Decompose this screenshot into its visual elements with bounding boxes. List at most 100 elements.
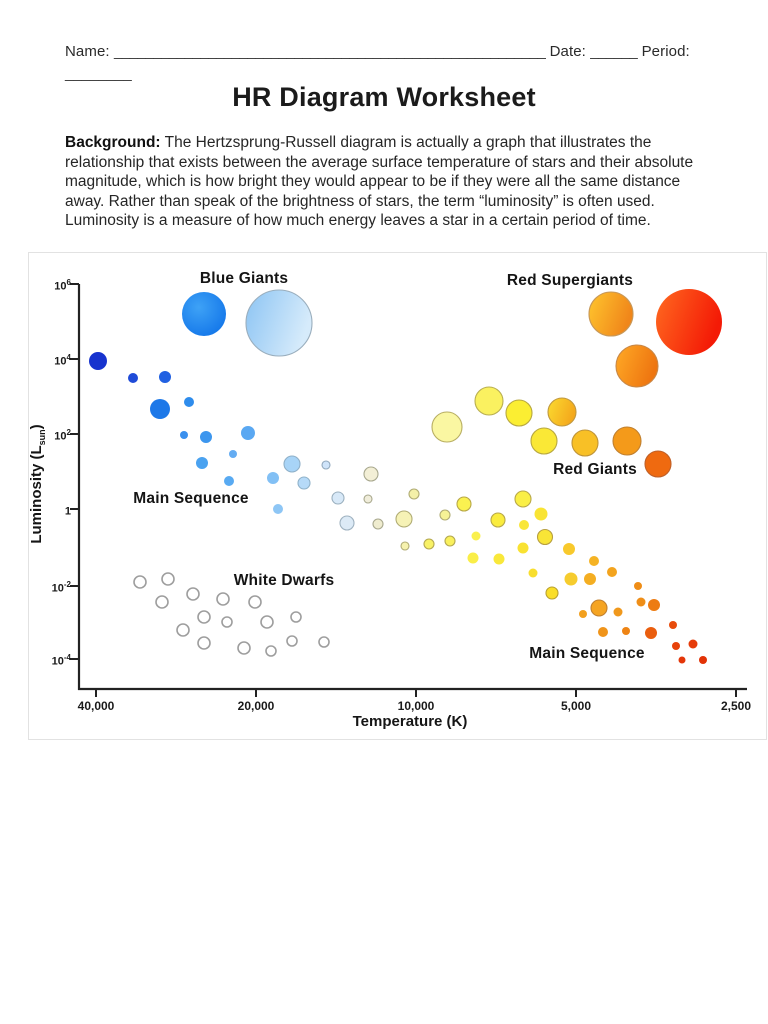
x-tick-40000: 40,000 — [77, 699, 115, 713]
star-main-sequence — [534, 507, 548, 521]
region-label-white-dwarfs: White Dwarfs — [233, 572, 335, 589]
date-label: Date: — [549, 43, 586, 60]
background-label: Background: — [65, 134, 161, 151]
page-title: HR Diagram Worksheet — [232, 82, 536, 112]
stars-layer — [89, 289, 722, 664]
star-main-sequence — [331, 491, 345, 505]
star-main-sequence — [467, 552, 479, 564]
name-blank: ________________________________________… — [113, 43, 546, 60]
star-blue-giant — [245, 289, 313, 357]
star-main-sequence — [564, 572, 578, 586]
star-white-dwarf — [286, 635, 298, 647]
star-white-dwarf — [265, 645, 277, 657]
star-main-sequence — [672, 642, 680, 650]
star-white-dwarf — [133, 575, 147, 589]
star-red-giant — [547, 397, 577, 427]
star-main-sequence — [589, 556, 599, 566]
star-main-sequence — [622, 627, 630, 635]
star-main-sequence — [669, 621, 677, 629]
star-main-sequence — [563, 543, 575, 555]
star-white-dwarf — [216, 592, 230, 606]
star-red-supergiant — [615, 344, 659, 388]
region-label-blue-giants: Blue Giants — [199, 270, 289, 287]
x-tick-20000: 20,000 — [237, 699, 275, 713]
star-main-sequence — [321, 460, 331, 470]
star-white-dwarf — [237, 641, 251, 655]
star-main-sequence — [439, 509, 451, 521]
star-main-sequence — [636, 597, 646, 607]
star-main-sequence — [363, 466, 379, 482]
star-main-sequence — [590, 599, 608, 617]
star-main-sequence — [180, 431, 188, 439]
star-red-giant — [505, 399, 533, 427]
star-main-sequence — [224, 476, 234, 486]
star-white-dwarf — [221, 616, 233, 628]
star-white-dwarf — [290, 611, 302, 623]
y-tick-1e-2: 10-2 — [51, 580, 71, 595]
region-label-red-giants: Red Giants — [553, 461, 637, 478]
star-main-sequence — [150, 399, 170, 419]
star-main-sequence — [528, 568, 538, 578]
hr-diagram-plot — [70, 283, 747, 697]
star-main-sequence — [200, 431, 212, 443]
star-main-sequence — [128, 373, 138, 383]
background-text: The Hertzsprung-Russell diagram is actua… — [65, 134, 694, 229]
star-red-giant — [644, 450, 672, 478]
star-white-dwarf — [260, 615, 274, 629]
star-main-sequence — [519, 520, 529, 530]
star-red-giant — [474, 386, 504, 416]
star-blue-giant — [182, 292, 226, 336]
star-main-sequence — [598, 627, 608, 637]
star-main-sequence — [229, 450, 237, 458]
star-white-dwarf — [197, 610, 211, 624]
star-main-sequence — [493, 553, 505, 565]
star-white-dwarf — [161, 572, 175, 586]
region-label-main-sequence: Main Sequence — [529, 645, 645, 662]
star-red-supergiant — [588, 291, 634, 337]
star-main-sequence — [89, 352, 107, 370]
region-label-red-supergiants: Red Supergiants — [506, 272, 634, 289]
y-axis-title: Luminosity (Lsun) — [28, 424, 47, 544]
name-label: Name: — [65, 43, 110, 60]
date-blank: ______ — [590, 43, 638, 60]
background-paragraph: Background: The Hertzsprung-Russell diag… — [65, 133, 717, 231]
star-white-dwarf — [248, 595, 262, 609]
star-red-giant — [431, 411, 463, 443]
star-main-sequence — [408, 488, 420, 500]
star-white-dwarf — [197, 636, 211, 650]
region-label-main-sequence: Main Sequence — [133, 490, 249, 507]
star-main-sequence — [297, 476, 311, 490]
star-main-sequence — [678, 656, 686, 664]
star-white-dwarf — [318, 636, 330, 648]
star-main-sequence — [283, 455, 301, 473]
star-main-sequence — [545, 586, 559, 600]
star-main-sequence — [273, 504, 283, 514]
star-main-sequence — [634, 582, 642, 590]
star-main-sequence — [267, 472, 279, 484]
star-main-sequence — [536, 528, 554, 546]
star-main-sequence — [517, 542, 529, 554]
star-main-sequence — [339, 515, 355, 531]
star-main-sequence — [699, 656, 707, 664]
x-axis-title: Temperature (K) — [352, 713, 468, 730]
y-tick-1e4: 104 — [54, 353, 71, 368]
x-tick-10000: 10,000 — [397, 699, 435, 713]
star-main-sequence — [184, 397, 194, 407]
y-tick-1e6: 106 — [54, 278, 71, 293]
star-main-sequence — [584, 573, 596, 585]
axes — [70, 283, 747, 697]
star-red-giant — [571, 429, 599, 457]
star-main-sequence — [688, 639, 698, 649]
star-main-sequence — [613, 607, 623, 617]
star-main-sequence — [645, 627, 657, 639]
star-main-sequence — [607, 567, 617, 577]
hr-diagram-chart: 106 104 102 1 10-2 10-4 40,000 20,000 10… — [28, 252, 767, 740]
y-tick-1e2: 102 — [54, 428, 71, 443]
star-main-sequence — [579, 610, 587, 618]
star-main-sequence — [159, 371, 171, 383]
star-main-sequence — [456, 496, 472, 512]
x-tick-2500: 2,500 — [720, 699, 752, 713]
star-main-sequence — [648, 599, 660, 611]
star-white-dwarf — [176, 623, 190, 637]
y-tick-1e-4: 10-4 — [51, 653, 71, 668]
